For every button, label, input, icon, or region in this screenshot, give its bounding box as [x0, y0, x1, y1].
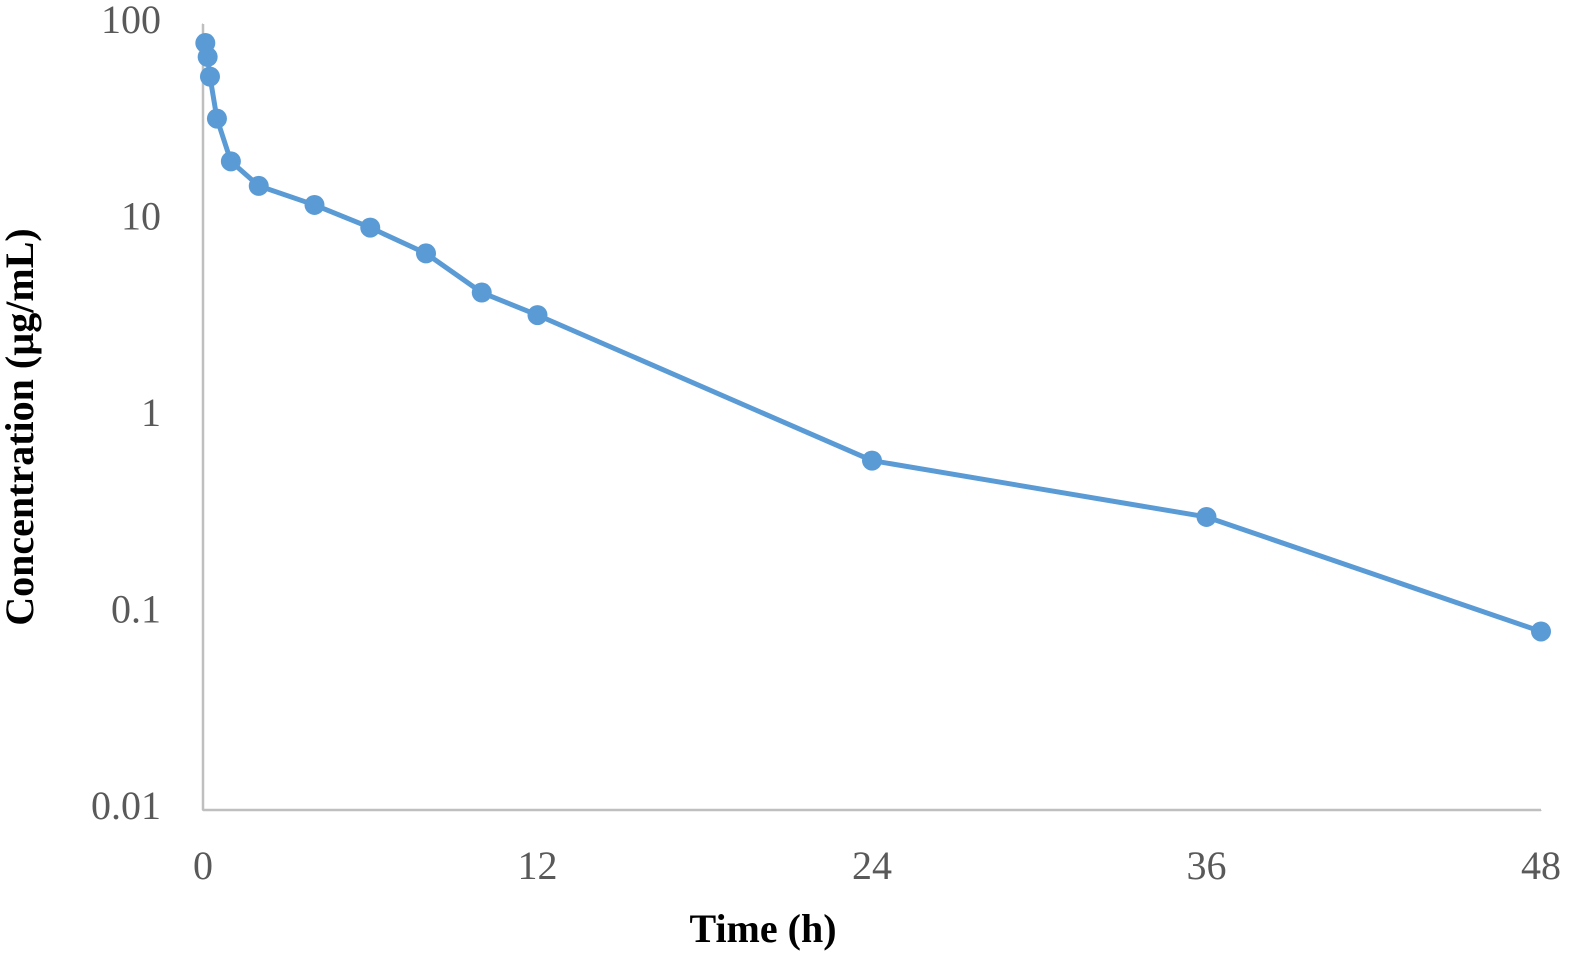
data-point — [862, 450, 882, 471]
data-line — [202, 42, 1542, 634]
y-tick-label: 1 — [141, 390, 161, 435]
data-point — [360, 217, 381, 238]
data-point — [1196, 506, 1217, 527]
data-point — [416, 243, 436, 264]
x-tick-label: 12 — [518, 843, 558, 888]
data-point — [197, 46, 218, 67]
x-tick-label: 24 — [852, 843, 892, 888]
x-tick-label: 36 — [1187, 843, 1227, 888]
data-point — [527, 305, 548, 326]
y-tick-label: 0.1 — [111, 587, 161, 632]
x-axis-title: Time (h) — [689, 906, 836, 951]
y-tick-label: 100 — [101, 0, 161, 42]
x-tick-label: 48 — [1521, 843, 1561, 888]
data-point — [220, 151, 241, 172]
x-tick-label: 0 — [193, 843, 213, 888]
data-point — [304, 194, 325, 215]
data-point — [199, 66, 220, 87]
data-point — [248, 175, 269, 196]
data-point — [206, 108, 227, 129]
data-point — [1531, 621, 1551, 642]
y-tick-label: 0.01 — [91, 783, 161, 828]
y-axis-title: Concentration (µg/mL) — [0, 228, 42, 625]
data-point — [471, 282, 492, 303]
y-tick-label: 10 — [121, 194, 161, 239]
